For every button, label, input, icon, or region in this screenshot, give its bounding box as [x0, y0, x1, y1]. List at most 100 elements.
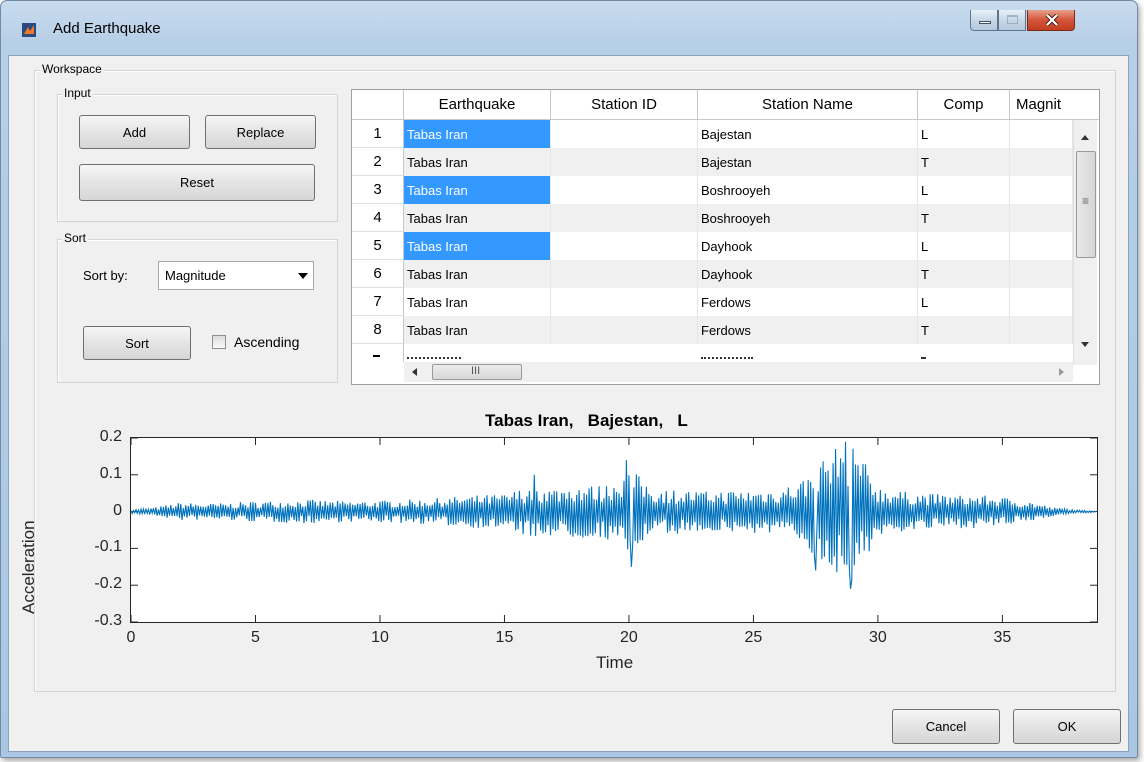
cell-magnitude[interactable] — [1010, 288, 1073, 316]
cell-magnitude[interactable] — [1010, 148, 1073, 176]
sort-by-label: Sort by: — [83, 268, 128, 283]
close-button[interactable] — [1027, 10, 1075, 31]
partial-row-text-fragment — [407, 357, 461, 360]
y-tick-label: -0.3 — [94, 612, 122, 629]
minimize-button[interactable] — [970, 10, 998, 31]
cell-station-name[interactable]: Boshrooyeh — [698, 176, 918, 204]
cell-station-id[interactable] — [551, 120, 698, 148]
cell-comp[interactable]: T — [918, 148, 1010, 176]
cell-earthquake[interactable]: Tabas Iran — [404, 288, 551, 316]
ok-button[interactable]: OK — [1013, 709, 1121, 744]
sort-button[interactable]: Sort — [83, 326, 191, 360]
row-header[interactable]: 8 — [352, 316, 404, 344]
ascending-checkbox[interactable] — [212, 335, 226, 349]
cell-comp[interactable]: T — [918, 204, 1010, 232]
cell-station-name[interactable]: Dayhook — [698, 260, 918, 288]
cell-station-name[interactable]: Dayhook — [698, 232, 918, 260]
cell-earthquake[interactable]: Tabas Iran — [404, 176, 551, 204]
acceleration-series-line — [131, 441, 1097, 589]
cell-station-id[interactable] — [551, 288, 698, 316]
cell-earthquake[interactable]: Tabas Iran — [404, 316, 551, 344]
vertical-scroll-grip-icon: ≡ — [1082, 194, 1090, 208]
cell-magnitude[interactable] — [1010, 176, 1073, 204]
x-tick-label: 35 — [993, 629, 1012, 646]
cell-magnitude[interactable] — [1010, 316, 1073, 344]
cell-magnitude[interactable] — [1010, 120, 1073, 148]
row-header[interactable]: 6 — [352, 260, 404, 288]
title-bar[interactable]: Add Earthquake — [1, 1, 1135, 39]
cell-station-id[interactable] — [551, 204, 698, 232]
row-header[interactable]: 7 — [352, 288, 404, 316]
row-header[interactable]: 2 — [352, 148, 404, 176]
close-icon — [1045, 14, 1059, 26]
column-header-magnitude[interactable]: Magnit — [1010, 90, 1099, 120]
cell-comp[interactable]: T — [918, 260, 1010, 288]
cell-station-id[interactable] — [551, 232, 698, 260]
cell-station-name[interactable]: Boshrooyeh — [698, 204, 918, 232]
cell-earthquake[interactable]: Tabas Iran — [404, 232, 551, 260]
table-row[interactable] — [404, 288, 1073, 316]
cell-station-id[interactable] — [551, 176, 698, 204]
sort-by-dropdown[interactable]: Magnitude — [158, 261, 314, 290]
row-header[interactable]: 3 — [352, 176, 404, 204]
row-header[interactable]: 5 — [352, 232, 404, 260]
cell-magnitude[interactable] — [1010, 232, 1073, 260]
y-tick-label: 0.2 — [99, 428, 122, 445]
cell-magnitude[interactable] — [1010, 260, 1073, 288]
column-header-comp[interactable]: Comp — [918, 90, 1010, 120]
cell-station-id[interactable] — [551, 260, 698, 288]
cell-earthquake[interactable]: Tabas Iran — [404, 260, 551, 288]
cell-comp[interactable]: L — [918, 288, 1010, 316]
column-header-earthquake[interactable]: Earthquake — [404, 90, 551, 120]
workspace-panel — [34, 70, 1116, 692]
earthquake-table[interactable]: Earthquake Station ID Station Name Comp … — [351, 89, 1100, 385]
scroll-left-arrow-icon — [412, 368, 417, 376]
maximize-button[interactable] — [998, 10, 1026, 31]
table-row[interactable] — [404, 260, 1073, 288]
cell-station-name[interactable]: Ferdows — [698, 288, 918, 316]
y-tick-label: -0.2 — [94, 575, 122, 593]
cell-station-id[interactable] — [551, 148, 698, 176]
cell-comp[interactable]: L — [918, 120, 1010, 148]
partial-row-text-fragment — [921, 357, 926, 360]
x-tick-label: 0 — [126, 629, 136, 646]
row-header[interactable]: 4 — [352, 204, 404, 232]
x-axis-label: Time — [596, 653, 634, 672]
x-tick-label: 20 — [620, 629, 638, 646]
maximize-icon — [1007, 15, 1018, 24]
cell-comp[interactable]: T — [918, 316, 1010, 344]
horizontal-scrollbar[interactable]: III — [404, 362, 1073, 382]
minimize-icon — [979, 21, 991, 24]
cell-magnitude[interactable] — [1010, 204, 1073, 232]
table-row[interactable] — [404, 316, 1073, 344]
table-row[interactable] — [404, 204, 1073, 232]
matlab-app-icon — [22, 23, 36, 37]
replace-button[interactable]: Replace — [205, 115, 316, 149]
x-tick-label: 10 — [371, 629, 389, 646]
cell-earthquake[interactable]: Tabas Iran — [404, 204, 551, 232]
scroll-up-arrow-icon — [1081, 135, 1089, 140]
vertical-scroll-thumb[interactable]: ≡ — [1076, 151, 1096, 258]
row-header[interactable]: 1 — [352, 120, 404, 148]
cell-earthquake[interactable]: Tabas Iran — [404, 120, 551, 148]
y-tick-label: -0.1 — [94, 538, 122, 556]
column-header-station-id[interactable]: Station ID — [551, 90, 698, 120]
cell-comp[interactable]: L — [918, 232, 1010, 260]
cell-station-id[interactable] — [551, 316, 698, 344]
cell-comp[interactable]: L — [918, 176, 1010, 204]
horizontal-scroll-thumb[interactable]: III — [432, 364, 522, 380]
reset-button[interactable]: Reset — [79, 164, 315, 201]
table-row[interactable] — [404, 148, 1073, 176]
cell-earthquake[interactable]: Tabas Iran — [404, 148, 551, 176]
cell-station-name[interactable]: Bajestan — [698, 148, 918, 176]
cell-station-name[interactable]: Ferdows — [698, 316, 918, 344]
partial-row-text-fragment — [701, 357, 753, 360]
scroll-down-arrow-icon — [1081, 342, 1089, 347]
vertical-scrollbar[interactable]: ≡ — [1073, 120, 1097, 365]
window-title: Add Earthquake — [53, 20, 161, 37]
column-header-station-name[interactable]: Station Name — [698, 90, 918, 120]
cancel-button[interactable]: Cancel — [892, 709, 1000, 744]
add-button[interactable]: Add — [79, 115, 190, 149]
cell-station-name[interactable]: Bajestan — [698, 120, 918, 148]
x-tick-label: 25 — [744, 629, 763, 646]
